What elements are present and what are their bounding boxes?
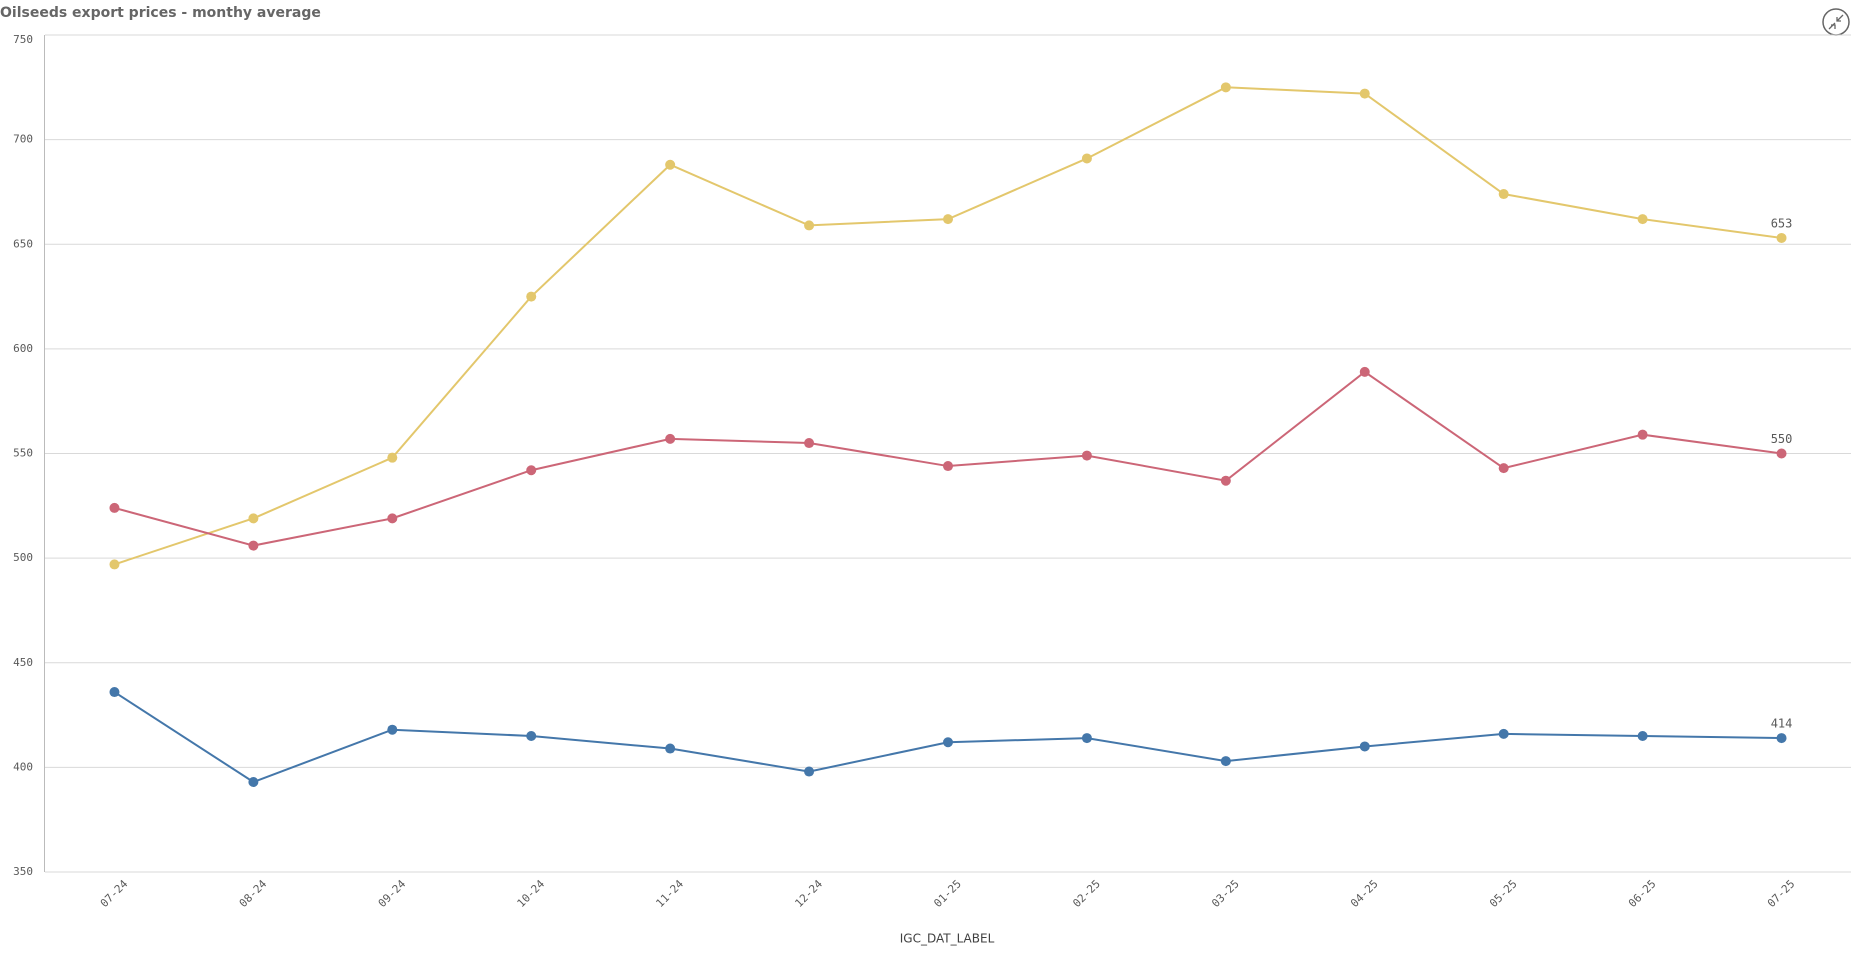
data-point: [387, 452, 398, 463]
data-point: [1359, 366, 1370, 377]
data-point: [804, 220, 815, 231]
data-point: [1498, 728, 1509, 739]
data-point: [665, 159, 676, 170]
y-tick-label: 450: [13, 656, 33, 669]
series-line: [113, 691, 1782, 784]
data-point: [387, 724, 398, 735]
y-tick-label: 700: [13, 133, 33, 146]
data-point: [943, 214, 953, 225]
icon-arrows[interactable]: [1828, 14, 1844, 30]
data-point: [1359, 741, 1370, 752]
data-label: 653: [1771, 216, 1793, 230]
series-line: [114, 370, 1782, 547]
icon-circle[interactable]: [1822, 8, 1850, 36]
y-tick-label: 650: [13, 237, 33, 250]
x-tick-label: 05-25: [1487, 877, 1520, 910]
x-tick-label: 07-25: [1765, 877, 1798, 910]
data-point: [526, 465, 537, 476]
data-point: [109, 687, 120, 698]
data-point: [109, 502, 120, 513]
x-tick-label: 03-25: [1209, 877, 1242, 910]
x-tick-label: 02-25: [1070, 877, 1103, 910]
data-point: [1637, 730, 1648, 741]
x-tick-label: 01-25: [931, 877, 964, 910]
data-point: [526, 730, 537, 741]
data-point: [804, 766, 815, 777]
data-point: [1637, 214, 1648, 225]
data-point: [943, 461, 953, 472]
y-tick-label: 400: [13, 760, 33, 773]
y-tick-label: 550: [13, 447, 33, 460]
data-point: [1081, 733, 1092, 744]
x-tick-label: 11-24: [653, 877, 686, 910]
data-point: [665, 433, 676, 444]
data-point: [665, 743, 676, 754]
data-point: [1776, 733, 1787, 744]
exit-fullscreen-icon[interactable]: [1822, 8, 1850, 36]
data-point: [387, 513, 398, 524]
series-line: [114, 86, 1782, 566]
data-point: [1776, 232, 1787, 243]
data-label: 550: [1771, 432, 1793, 446]
x-axis-title: IGC_DAT_LABEL: [900, 932, 995, 946]
data-point: [526, 291, 537, 302]
data-point: [1220, 756, 1231, 767]
data-point: [1776, 448, 1787, 459]
y-tick-label: 350: [13, 865, 33, 878]
x-tick-label: 12-24: [792, 877, 825, 910]
x-tick-label: 06-25: [1626, 877, 1659, 910]
y-tick-label: 600: [13, 342, 33, 355]
data-point: [1220, 82, 1231, 93]
y-tick-label: 500: [13, 551, 33, 564]
data-point: [943, 737, 953, 748]
data-point: [1081, 153, 1092, 164]
x-tick-label: 08-24: [237, 877, 270, 910]
y-tick-label: 750: [13, 33, 33, 46]
data-point: [1359, 88, 1370, 99]
data-point: [1498, 189, 1509, 200]
data-point: [248, 540, 259, 551]
data-point: [109, 559, 120, 570]
data-label: 414: [1771, 717, 1793, 731]
data-point: [1637, 429, 1648, 440]
chart-title: Oilseeds export prices - monthy average: [0, 5, 321, 21]
data-point: [248, 777, 259, 788]
x-tick-label: 09-24: [376, 877, 409, 910]
data-point: [804, 438, 815, 449]
data-point: [1498, 463, 1509, 474]
data-point: [248, 513, 259, 524]
data-point: [1220, 475, 1231, 486]
x-tick-label: 10-24: [515, 877, 548, 910]
x-tick-label: 04-25: [1348, 877, 1381, 910]
x-tick-label: 07-24: [98, 877, 131, 910]
data-point: [1081, 450, 1092, 461]
